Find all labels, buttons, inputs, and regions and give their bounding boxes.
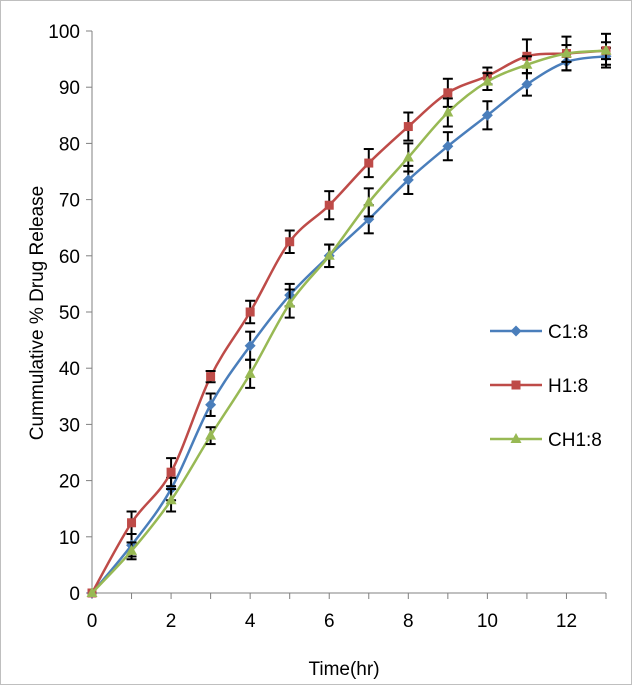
data-point-ch1-8 bbox=[244, 367, 256, 378]
data-point-c1-8 bbox=[402, 174, 414, 186]
data-point-h1-8 bbox=[443, 88, 453, 98]
data-point-ch1-8 bbox=[205, 429, 217, 440]
series-c1-8 bbox=[86, 46, 612, 599]
data-point-h1-8 bbox=[403, 122, 413, 132]
x-tick-label: 2 bbox=[166, 611, 177, 632]
series-ch1-8 bbox=[86, 41, 612, 597]
data-point-c1-8 bbox=[481, 109, 493, 121]
y-tick-label: 10 bbox=[59, 528, 80, 549]
x-axis-title: Time(hr) bbox=[308, 659, 379, 680]
data-point-ch1-8 bbox=[481, 75, 493, 86]
legend: C1:8 H1:8 CH1:8 bbox=[490, 322, 602, 451]
legend-label-ch1-8: CH1:8 bbox=[548, 430, 602, 451]
x-tick-label: 0 bbox=[87, 611, 98, 632]
data-point-h1-8 bbox=[285, 237, 295, 247]
data-point-h1-8 bbox=[245, 307, 255, 317]
data-point-c1-8 bbox=[205, 399, 217, 411]
data-point-h1-8 bbox=[166, 467, 176, 477]
series-layer bbox=[86, 32, 612, 599]
y-tick-label: 90 bbox=[59, 78, 80, 99]
data-point-ch1-8 bbox=[284, 297, 296, 308]
data-point-ch1-8 bbox=[521, 58, 533, 69]
x-tick-label: 10 bbox=[477, 611, 498, 632]
legend-item-h1-8: H1:8 bbox=[490, 376, 588, 397]
legend-item-ch1-8: CH1:8 bbox=[490, 430, 602, 451]
data-point-h1-8 bbox=[324, 200, 334, 210]
x-tick-label: 6 bbox=[324, 611, 335, 632]
series-h1-8 bbox=[87, 32, 611, 598]
legend-item-c1-8: C1:8 bbox=[490, 322, 588, 343]
legend-marker-c1-8 bbox=[510, 325, 522, 337]
data-point-h1-8 bbox=[206, 372, 216, 382]
y-tick-label: 0 bbox=[69, 584, 80, 605]
y-axis-title: Cummulative % Drug Release bbox=[27, 186, 48, 441]
data-point-ch1-8 bbox=[363, 196, 375, 207]
y-tick-label: 80 bbox=[59, 134, 80, 155]
y-tick-label: 30 bbox=[59, 415, 80, 436]
data-point-h1-8 bbox=[127, 518, 137, 528]
y-tick-label: 40 bbox=[59, 359, 80, 380]
data-point-h1-8 bbox=[364, 158, 374, 168]
data-point-ch1-8 bbox=[560, 47, 572, 58]
data-point-ch1-8 bbox=[126, 544, 138, 555]
data-point-ch1-8 bbox=[600, 44, 612, 55]
legend-marker-h1-8 bbox=[511, 380, 521, 390]
y-tick-label: 60 bbox=[59, 247, 80, 268]
data-point-ch1-8 bbox=[86, 587, 98, 597]
legend-label-c1-8: C1:8 bbox=[548, 322, 588, 343]
axes: 0 10 20 30 40 50 60 70 80 90 100 0 2 4 6 8 10 12 bbox=[48, 22, 607, 632]
data-point-c1-8 bbox=[244, 340, 256, 352]
data-point-ch1-8 bbox=[402, 151, 414, 162]
data-point-ch1-8 bbox=[323, 249, 335, 260]
x-tick-label: 4 bbox=[245, 611, 256, 632]
x-tick-label: 8 bbox=[403, 611, 414, 632]
y-tick-label: 50 bbox=[59, 303, 80, 324]
legend-label-h1-8: H1:8 bbox=[548, 376, 588, 397]
data-point-c1-8 bbox=[521, 78, 533, 90]
y-tick-label: 20 bbox=[59, 472, 80, 493]
legend-marker-ch1-8 bbox=[510, 433, 522, 443]
series-line-ch1-8 bbox=[91, 49, 607, 594]
y-tick-label: 70 bbox=[59, 191, 80, 212]
y-tick-label: 100 bbox=[48, 22, 80, 43]
data-point-c1-8 bbox=[442, 140, 454, 152]
data-point-ch1-8 bbox=[165, 494, 177, 505]
x-tick-label: 12 bbox=[556, 611, 577, 632]
data-point-ch1-8 bbox=[442, 106, 454, 117]
